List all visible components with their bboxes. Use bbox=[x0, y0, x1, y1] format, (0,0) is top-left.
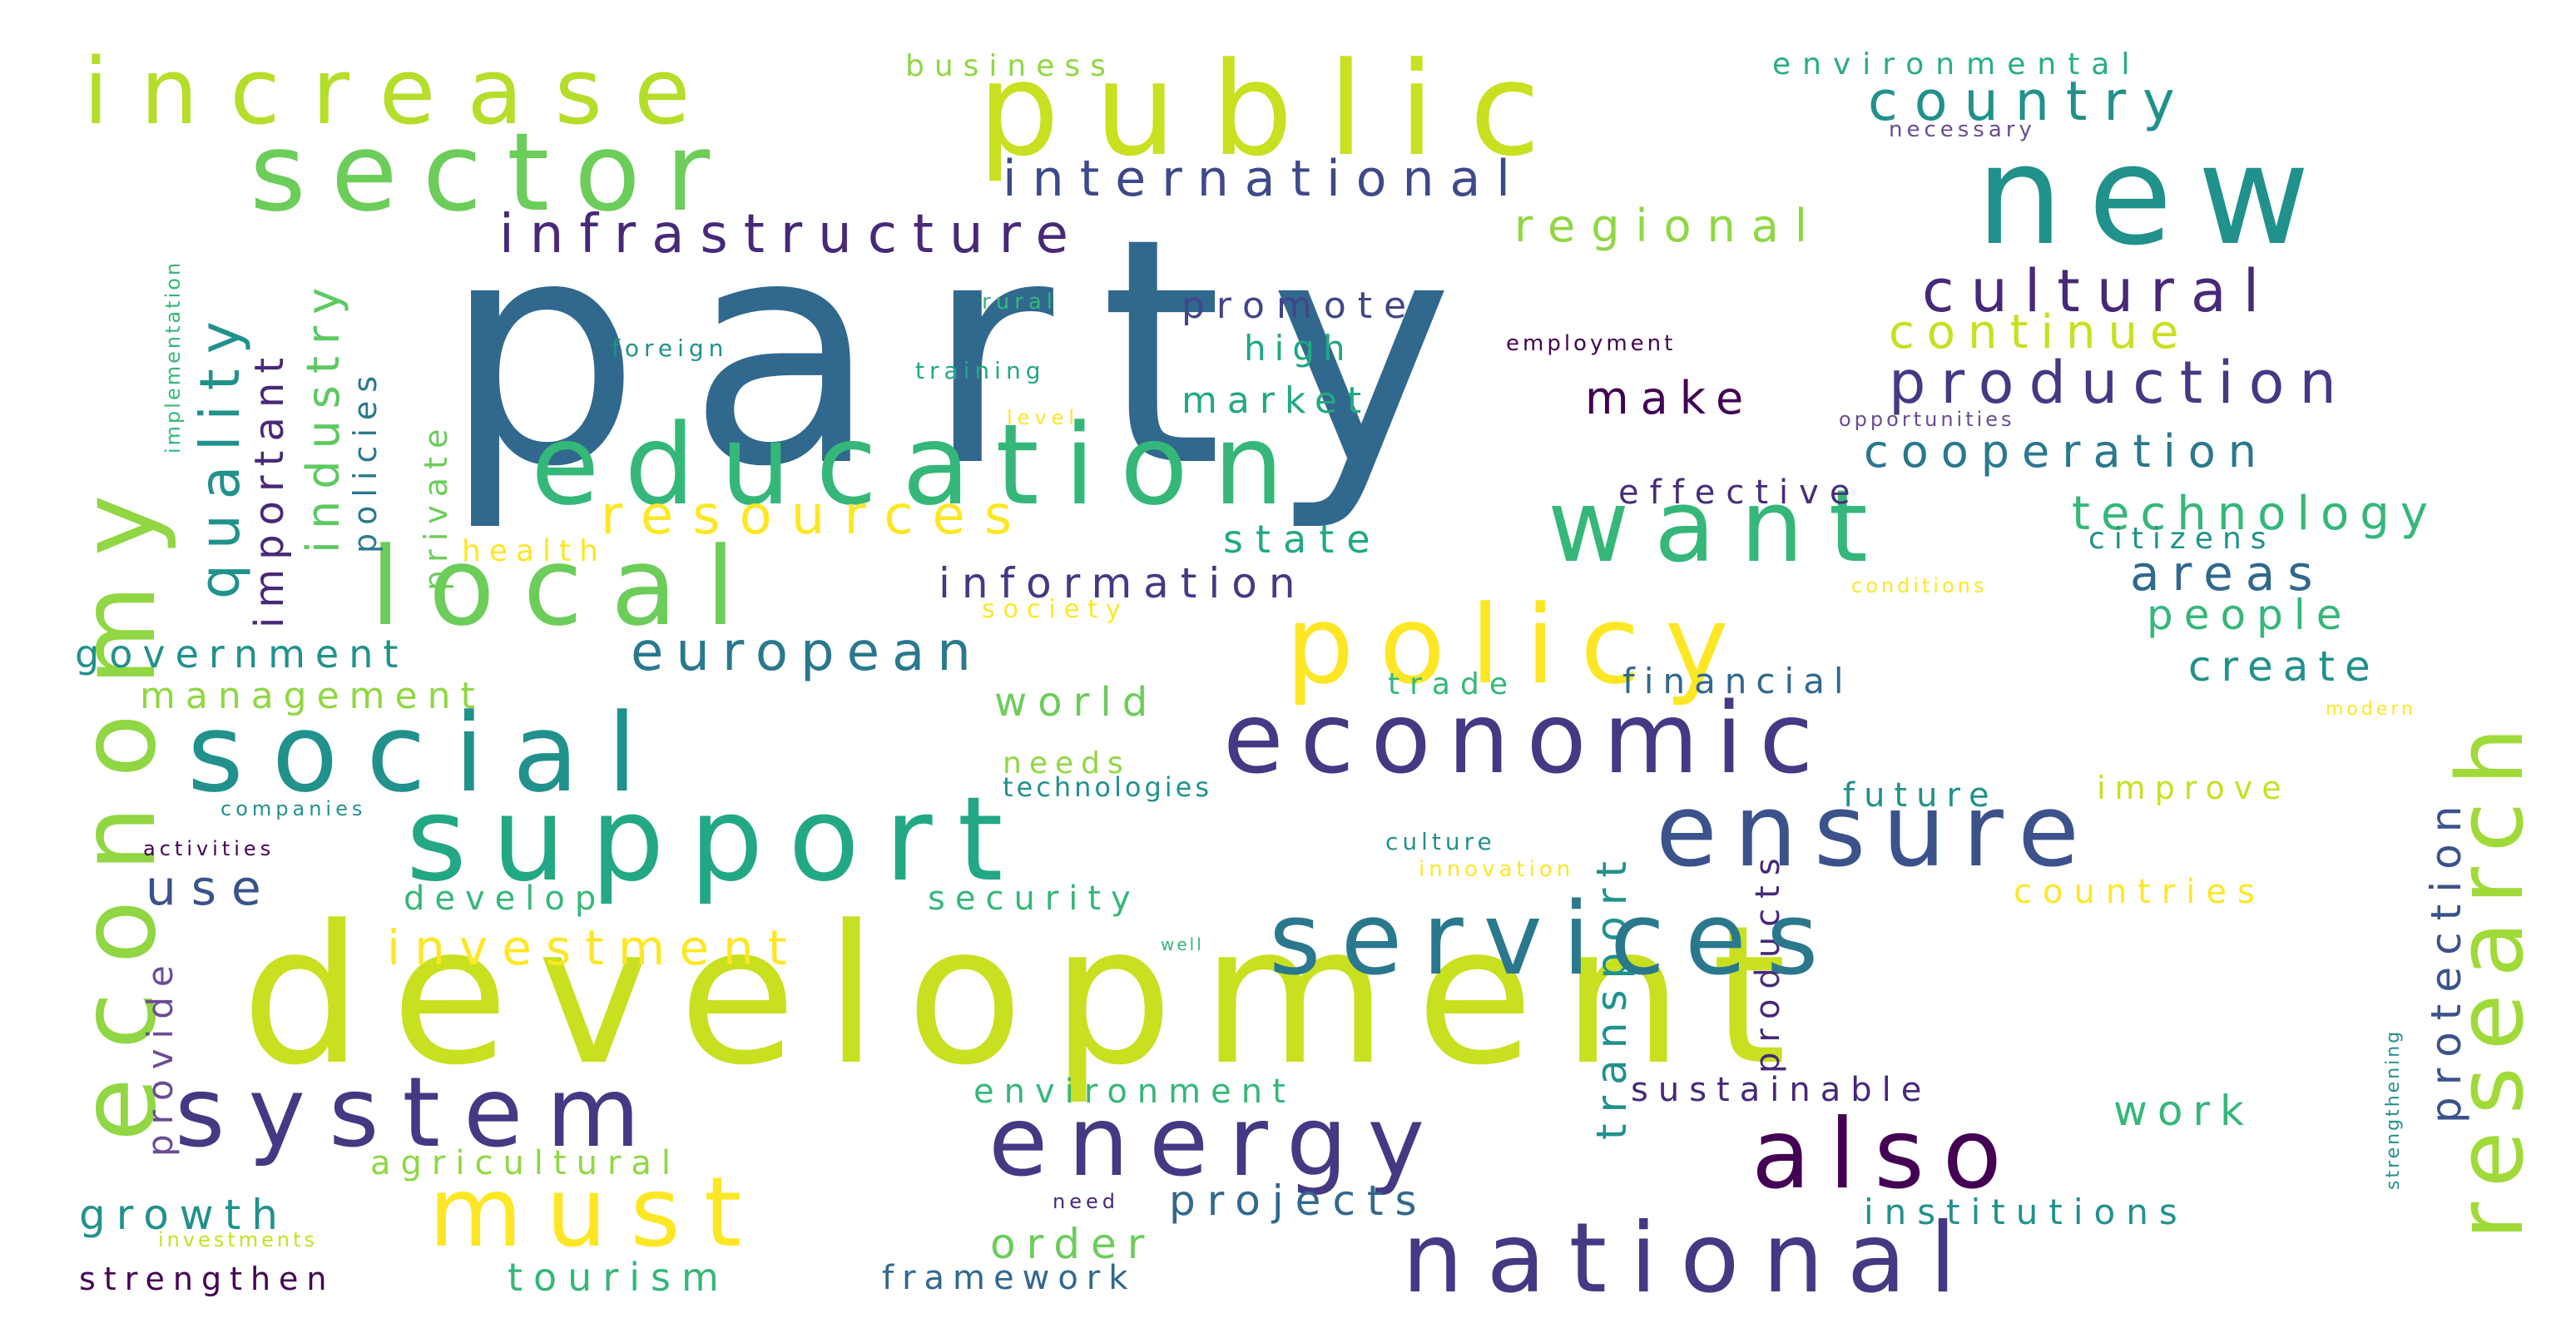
word-production: production bbox=[1889, 349, 2351, 417]
word-society: society bbox=[982, 595, 1129, 624]
word-energy: energy bbox=[988, 1086, 1445, 1198]
word-improve: improve bbox=[2097, 770, 2291, 806]
word-innovation: innovation bbox=[1419, 857, 1575, 882]
word-public: public bbox=[978, 34, 1576, 185]
word-management: management bbox=[140, 675, 485, 717]
word-cooperation: cooperation bbox=[1864, 425, 2269, 478]
word-employment: employment bbox=[1506, 331, 1677, 356]
word-needs: needs bbox=[1003, 746, 1131, 780]
word-important: important bbox=[246, 348, 293, 628]
word-private: private bbox=[418, 420, 454, 591]
word-increase: increase bbox=[83, 38, 722, 145]
word-well: well bbox=[1161, 934, 1204, 954]
word-rural: rural bbox=[982, 290, 1058, 315]
word-projects: projects bbox=[1169, 1177, 1429, 1225]
word-security: security bbox=[928, 880, 1141, 918]
word-level: level bbox=[1007, 406, 1080, 429]
word-institutions: institutions bbox=[1864, 1192, 2188, 1232]
word-strengthen: strengthen bbox=[79, 1261, 335, 1297]
word-ensure: ensure bbox=[1656, 774, 2096, 890]
word-provide: provide bbox=[140, 955, 181, 1157]
word-order: order bbox=[990, 1220, 1156, 1268]
word-development: development bbox=[241, 885, 1816, 1108]
word-future: future bbox=[1843, 776, 1999, 815]
word-make: make bbox=[1585, 372, 1756, 424]
word-environment: environment bbox=[973, 1073, 1295, 1111]
word-infrastructure: infrastructure bbox=[499, 204, 1084, 265]
word-create: create bbox=[2188, 642, 2380, 691]
word-culture: culture bbox=[1385, 828, 1496, 855]
word-national: national bbox=[1402, 1202, 1980, 1315]
word-effective: effective bbox=[1618, 473, 1861, 512]
word-trade: trade bbox=[1388, 667, 1518, 701]
word-resources: resources bbox=[601, 485, 1032, 547]
word-cultural: cultural bbox=[1922, 257, 2276, 325]
word-investments: investments bbox=[158, 1228, 319, 1251]
word-international: international bbox=[1003, 150, 1526, 208]
word-countries: countries bbox=[2014, 873, 2266, 911]
word-want: want bbox=[1548, 469, 1893, 585]
word-people: people bbox=[2147, 591, 2353, 639]
word-system: system bbox=[175, 1057, 664, 1169]
word-citizens: citizens bbox=[2088, 522, 2276, 556]
word-tourism: tourism bbox=[508, 1255, 730, 1300]
word-environmental: environmental bbox=[1772, 47, 2142, 82]
word-technologies: technologies bbox=[1003, 771, 1212, 803]
word-also: also bbox=[1751, 1098, 2020, 1211]
word-must: must bbox=[429, 1157, 765, 1269]
word-foreign: foreign bbox=[612, 334, 729, 362]
word-strengthening: strengthening bbox=[2383, 1028, 2404, 1190]
word-information: information bbox=[939, 559, 1307, 607]
word-regional: regional bbox=[1514, 200, 1823, 252]
word-industry: industry bbox=[297, 275, 349, 553]
word-market: market bbox=[1181, 379, 1372, 422]
word-policies: policies bbox=[347, 367, 384, 553]
word-conditions: conditions bbox=[1851, 574, 1988, 597]
word-opportunities: opportunities bbox=[1839, 408, 2015, 431]
word-policy: policy bbox=[1286, 582, 1754, 708]
word-necessary: necessary bbox=[1889, 117, 2036, 142]
word-investment: investment bbox=[387, 919, 801, 976]
word-economic: economic bbox=[1223, 681, 1830, 795]
word-government: government bbox=[75, 632, 409, 676]
word-services: services bbox=[1269, 882, 1839, 998]
word-companies: companies bbox=[220, 797, 367, 820]
word-framework: framework bbox=[882, 1259, 1137, 1297]
word-state: state bbox=[1223, 517, 1383, 562]
word-promote: promote bbox=[1181, 285, 1419, 327]
word-business: business bbox=[905, 49, 1116, 83]
word-health: health bbox=[462, 534, 607, 568]
word-modern: modern bbox=[2326, 699, 2416, 720]
word-education: education bbox=[531, 400, 1309, 530]
word-develop: develop bbox=[404, 880, 607, 918]
word-areas: areas bbox=[2130, 545, 2326, 602]
word-quality: quality bbox=[188, 306, 252, 599]
word-high: high bbox=[1244, 328, 1354, 369]
word-new: new bbox=[1976, 116, 2336, 275]
word-use: use bbox=[146, 860, 276, 916]
word-work: work bbox=[2113, 1087, 2254, 1135]
word-training: training bbox=[915, 357, 1046, 384]
word-growth: growth bbox=[79, 1191, 289, 1239]
word-european: european bbox=[631, 622, 983, 683]
word-social: social bbox=[187, 690, 666, 816]
word-implementation: implementation bbox=[161, 260, 185, 453]
word-protection: protection bbox=[2422, 794, 2470, 1123]
word-sector: sector bbox=[250, 109, 736, 235]
word-country: country bbox=[1868, 71, 2192, 133]
word-financial: financial bbox=[1622, 661, 1853, 701]
word-need: need bbox=[1053, 1190, 1119, 1213]
word-support: support bbox=[406, 772, 1028, 908]
word-local: local bbox=[370, 523, 764, 650]
word-world: world bbox=[994, 679, 1159, 726]
word-sustainable: sustainable bbox=[1631, 1071, 1932, 1109]
word-activities: activities bbox=[143, 837, 275, 860]
word-continue: continue bbox=[1889, 305, 2192, 359]
word-agricultural: agricultural bbox=[370, 1144, 681, 1182]
word-party: party bbox=[443, 172, 1500, 535]
word-technology: technology bbox=[2072, 487, 2439, 541]
